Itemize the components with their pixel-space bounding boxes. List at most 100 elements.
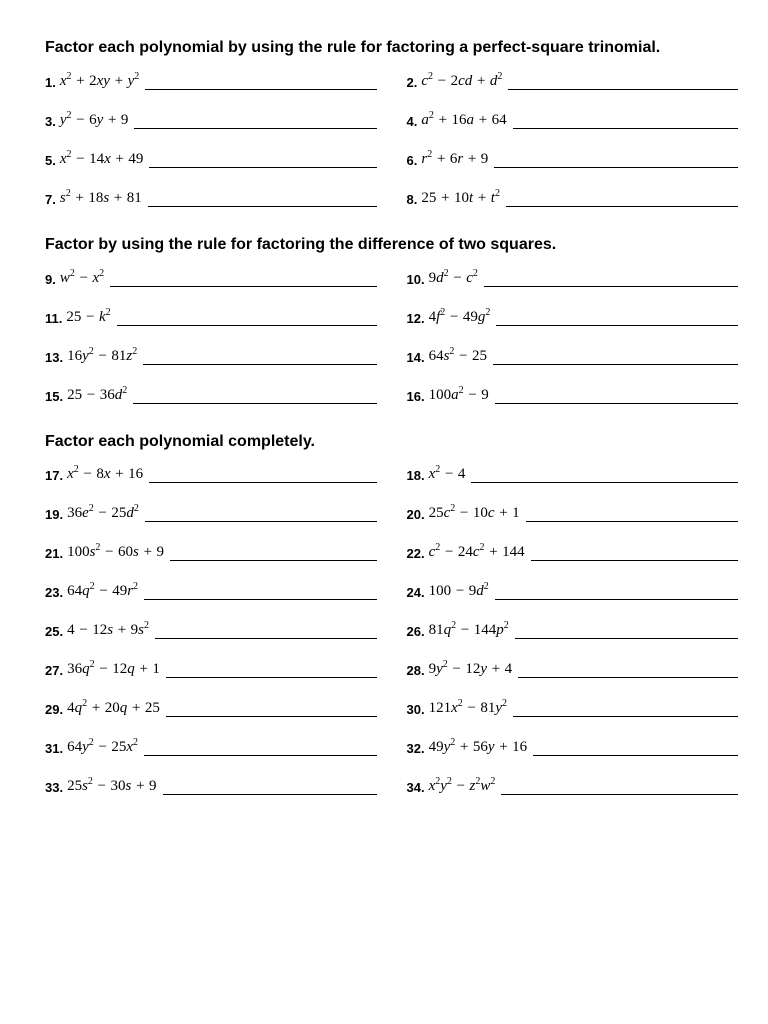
answer-blank[interactable] [513, 113, 738, 129]
answer-blank[interactable] [513, 701, 738, 717]
answer-blank[interactable] [166, 662, 377, 678]
problem-expression: y2 − 6y + 9 [60, 112, 129, 129]
problem-expression: 9y2 − 12y + 4 [429, 661, 513, 678]
answer-blank[interactable] [144, 584, 376, 600]
answer-blank[interactable] [508, 74, 738, 90]
problem-number: 18. [407, 468, 425, 483]
answer-blank[interactable] [506, 191, 738, 207]
problem-expression: 64y2 − 25x2 [67, 739, 138, 756]
problem-expression: 16y2 − 81z2 [67, 348, 137, 365]
problem: 7. s2 + 18s + 81 [45, 190, 377, 207]
answer-blank[interactable] [494, 152, 738, 168]
problem-grid: 17. x2 − 8x + 16 18. x2 − 4 19.36e2 − 25d2 20… [45, 466, 738, 795]
problem-number: 3. [45, 114, 56, 129]
problem: 1. x2 + 2xy + y2 [45, 73, 377, 90]
problem: 27.36q2 − 12q + 1 [45, 661, 377, 678]
section-title: Factor each polynomial by using the rule… [45, 38, 738, 59]
problem-number: 21. [45, 546, 63, 561]
answer-blank[interactable] [117, 310, 377, 326]
problem-number: 16. [407, 389, 425, 404]
answer-blank[interactable] [110, 271, 376, 287]
problem-expression: 36q2 − 12q + 1 [67, 661, 160, 678]
answer-blank[interactable] [149, 152, 376, 168]
problem-number: 5. [45, 153, 56, 168]
answer-blank[interactable] [145, 74, 376, 90]
answer-blank[interactable] [531, 545, 738, 561]
problem: 20.25c2 − 10c + 1 [407, 505, 739, 522]
problem-expression: c2 − 24c2 + 144 [429, 544, 525, 561]
answer-blank[interactable] [518, 662, 738, 678]
problem-expression: 64s2 − 25 [429, 348, 487, 365]
problem-expression: x2 − 14x + 49 [60, 151, 144, 168]
problem: 19.36e2 − 25d2 [45, 505, 377, 522]
problem: 5. x2 − 14x + 49 [45, 151, 377, 168]
problem: 2.c2 − 2cd + d2 [407, 73, 739, 90]
problem: 9. w2 − x2 [45, 270, 377, 287]
problem: 6.r2 + 6r + 9 [407, 151, 739, 168]
answer-blank[interactable] [515, 623, 738, 639]
answer-blank[interactable] [484, 271, 738, 287]
answer-blank[interactable] [133, 388, 376, 404]
problem-number: 24. [407, 585, 425, 600]
answer-blank[interactable] [170, 545, 376, 561]
problem-number: 29. [45, 702, 63, 717]
problem-expression: s2 + 18s + 81 [60, 190, 142, 207]
problem-grid: 9.w2 − x210.9d2 − c211.25 − k212.4f2 − 4… [45, 270, 738, 404]
problem: 4.a2 + 16a + 64 [407, 112, 739, 129]
problem-expression: x2y2 − z2w2 [429, 778, 496, 795]
problem-expression: 25 − 36d2 [67, 387, 127, 404]
problem-number: 13. [45, 350, 63, 365]
problem-expression: 49y2 + 56y + 16 [429, 739, 528, 756]
answer-blank[interactable] [134, 113, 376, 129]
problem: 26.81q2 − 144p2 [407, 622, 739, 639]
answer-blank[interactable] [155, 623, 376, 639]
problem-number: 7. [45, 192, 56, 207]
answer-blank[interactable] [166, 701, 377, 717]
problem-expression: w2 − x2 [60, 270, 104, 287]
answer-blank[interactable] [501, 779, 738, 795]
answer-blank[interactable] [495, 584, 738, 600]
problem: 3. y2 − 6y + 9 [45, 112, 377, 129]
problem-number: 23. [45, 585, 63, 600]
problem-number: 14. [407, 350, 425, 365]
problem-number: 19. [45, 507, 63, 522]
problem-number: 34. [407, 780, 425, 795]
problem-expression: x2 − 4 [429, 466, 466, 483]
answer-blank[interactable] [145, 506, 377, 522]
problem-expression: x2 − 8x + 16 [67, 466, 143, 483]
problem: 24.100 − 9d2 [407, 583, 739, 600]
problem: 23.64q2 − 49r2 [45, 583, 377, 600]
problem-number: 4. [407, 114, 418, 129]
problem: 8.25 + 10t + t2 [407, 190, 739, 207]
answer-blank[interactable] [149, 467, 376, 483]
problem: 13. 16y2 − 81z2 [45, 348, 377, 365]
problem-number: 9. [45, 272, 56, 287]
problem-expression: 121x2 − 81y2 [429, 700, 507, 717]
problem-number: 33. [45, 780, 63, 795]
problem: 29.4q2 + 20q + 25 [45, 700, 377, 717]
answer-blank[interactable] [148, 191, 377, 207]
problem: 16.100a2 − 9 [407, 387, 739, 404]
problem: 21.100s2 − 60s + 9 [45, 544, 377, 561]
answer-blank[interactable] [143, 349, 376, 365]
answer-blank[interactable] [533, 740, 738, 756]
problem-number: 28. [407, 663, 425, 678]
answer-blank[interactable] [163, 779, 377, 795]
problem-number: 6. [407, 153, 418, 168]
answer-blank[interactable] [495, 388, 738, 404]
answer-blank[interactable] [496, 310, 738, 326]
problem-number: 17. [45, 468, 63, 483]
problem-number: 20. [407, 507, 425, 522]
problem-expression: r2 + 6r + 9 [421, 151, 488, 168]
problem-number: 1. [45, 75, 56, 90]
problem-expression: 25 − k2 [66, 309, 110, 326]
problem-expression: 4f2 − 49g2 [429, 309, 491, 326]
answer-blank[interactable] [526, 506, 738, 522]
problem: 18. x2 − 4 [407, 466, 739, 483]
answer-blank[interactable] [471, 467, 738, 483]
answer-blank[interactable] [493, 349, 738, 365]
problem-expression: x2 + 2xy + y2 [60, 73, 139, 90]
answer-blank[interactable] [144, 740, 376, 756]
problem: 31.64y2 − 25x2 [45, 739, 377, 756]
problem-number: 15. [45, 389, 63, 404]
